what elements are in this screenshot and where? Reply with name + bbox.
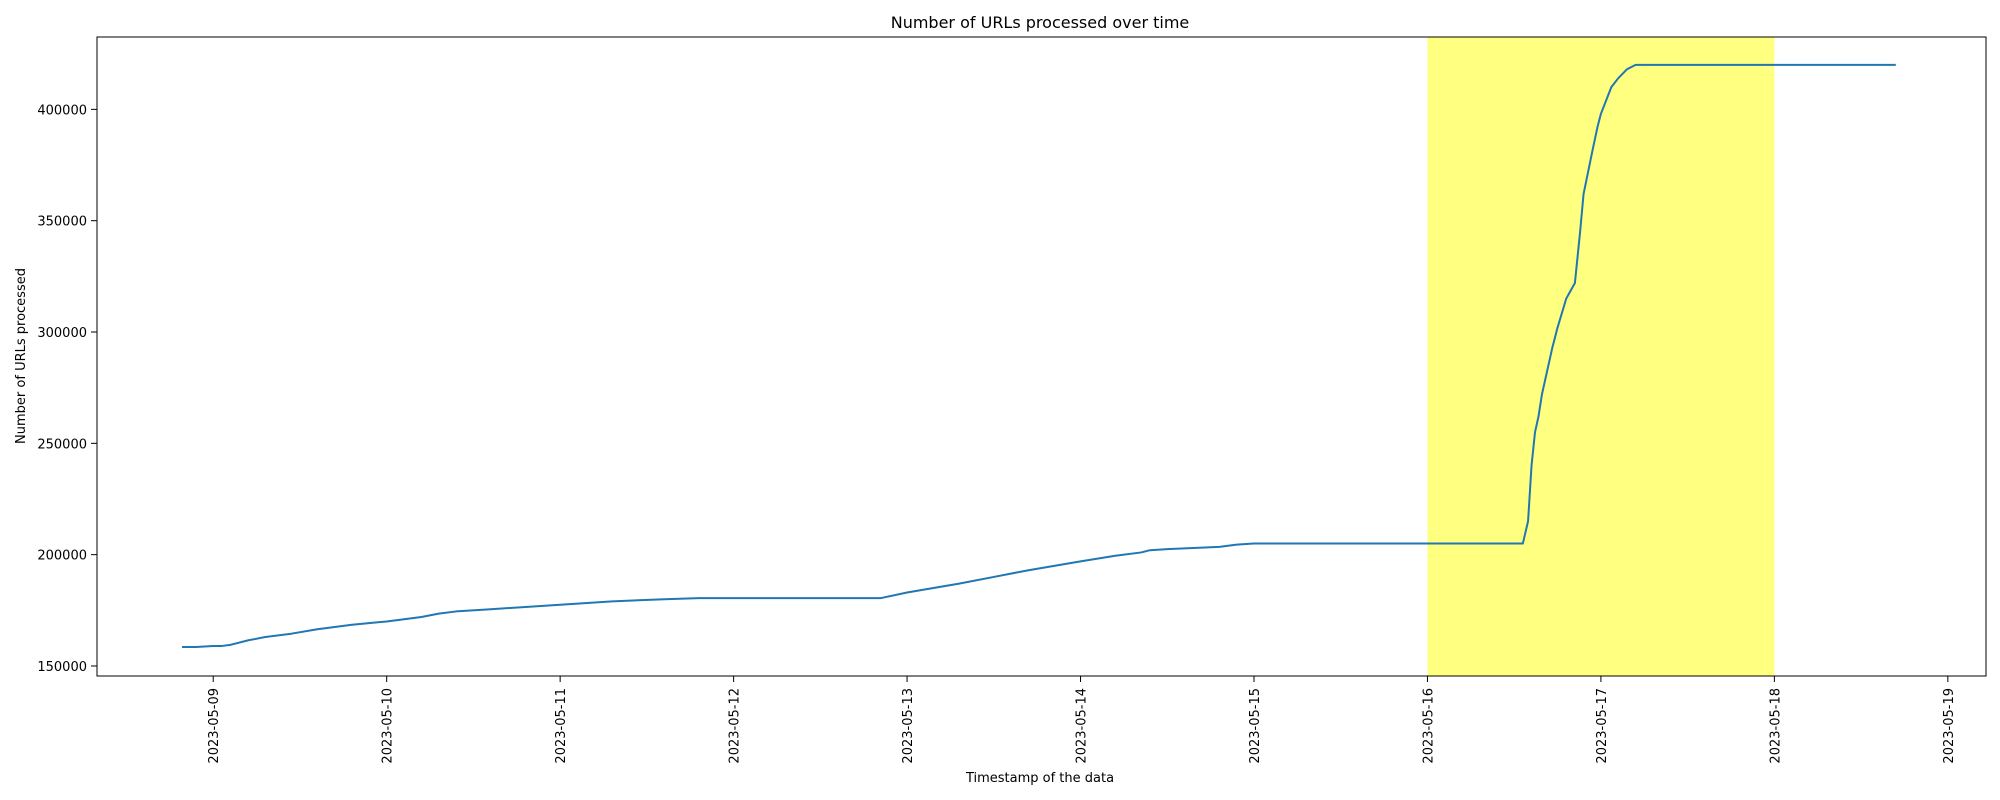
y-tick-label: 350000 bbox=[37, 215, 87, 230]
x-tick-label: 2023-05-15 bbox=[1248, 688, 1263, 764]
plot-frame bbox=[96, 36, 1987, 677]
x-tick-label: 2023-05-13 bbox=[901, 688, 916, 764]
x-tick-label: 2023-05-16 bbox=[1421, 688, 1436, 764]
y-tick-label: 300000 bbox=[37, 326, 87, 341]
y-tick-label: 250000 bbox=[37, 437, 87, 452]
x-tick-label: 2023-05-10 bbox=[381, 688, 396, 764]
y-tick-label: 400000 bbox=[37, 103, 87, 118]
x-tick-label: 2023-05-17 bbox=[1595, 688, 1610, 764]
x-tick-label: 2023-05-18 bbox=[1768, 688, 1783, 764]
highlight-layer bbox=[1427, 37, 1775, 676]
y-axis: 150000 200000 250000 300000 350000 400000 bbox=[37, 103, 97, 675]
highlight-band bbox=[1427, 37, 1775, 676]
series-line-0 bbox=[182, 63, 1896, 649]
x-tick-label: 2023-05-11 bbox=[554, 688, 569, 764]
x-axis: 2023-05-09 2023-05-10 2023-05-11 2023-05-12… bbox=[207, 676, 1957, 764]
y-axis-label: Number of URLs processed bbox=[14, 268, 29, 444]
x-tick-label: 2023-05-09 bbox=[207, 688, 222, 764]
x-tick-label: 2023-05-19 bbox=[1942, 688, 1957, 764]
chart-title: Number of URLs processed over time bbox=[891, 13, 1190, 32]
x-tick-label: 2023-05-14 bbox=[1075, 688, 1090, 764]
series-layer bbox=[182, 63, 1896, 649]
x-tick-label: 2023-05-12 bbox=[728, 688, 743, 764]
y-tick-label: 150000 bbox=[37, 660, 87, 675]
y-tick-label: 200000 bbox=[37, 549, 87, 564]
x-axis-label: Timestamp of the data bbox=[965, 771, 1114, 786]
